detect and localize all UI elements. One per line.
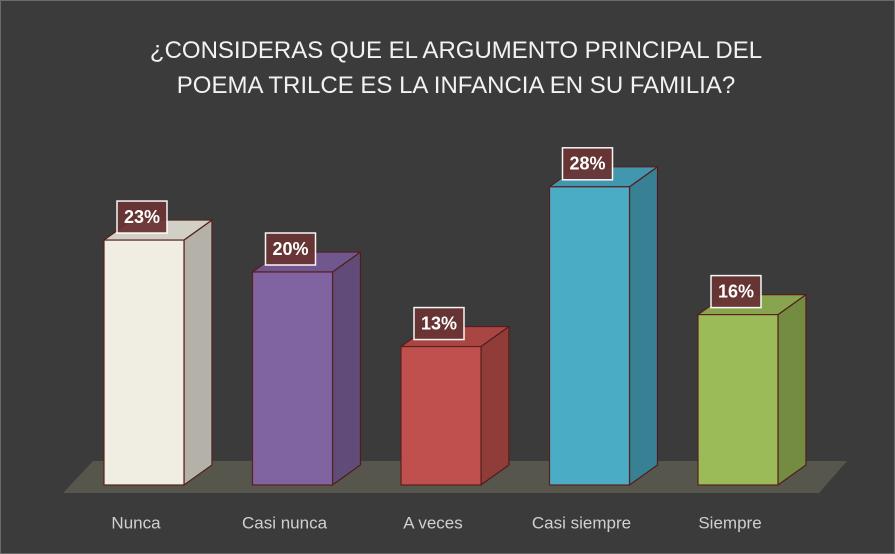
data-label-box [413, 306, 465, 341]
bar [697, 314, 779, 486]
bar-side-shade [481, 326, 509, 485]
data-label: 20% [272, 239, 308, 259]
data-label: 13% [421, 313, 457, 333]
data-label-box [264, 232, 317, 266]
data-label-box [116, 200, 168, 234]
bar-side-shade [629, 166, 658, 486]
bar [103, 239, 185, 486]
x-tick-label: Nunca [111, 513, 161, 532]
bar-side-shade [184, 220, 212, 486]
data-label-box [710, 274, 762, 309]
data-label: 16% [718, 281, 754, 301]
data-label-box [561, 147, 614, 181]
x-tick-label: Siempre [698, 513, 761, 532]
data-label: 28% [569, 154, 605, 174]
x-tick-label: Casi siempre [532, 513, 631, 532]
bar [548, 186, 631, 486]
bar-side-shade [332, 252, 361, 485]
bar-side-shade [778, 294, 806, 485]
x-tick-label: A veces [403, 513, 463, 532]
chart-title: ¿CONSIDERAS QUE EL ARGUMENTO PRINCIPAL D… [149, 37, 763, 99]
x-tick-label: Casi nunca [242, 513, 328, 532]
bar [251, 271, 334, 486]
data-label: 23% [124, 207, 160, 227]
bar [400, 345, 482, 486]
